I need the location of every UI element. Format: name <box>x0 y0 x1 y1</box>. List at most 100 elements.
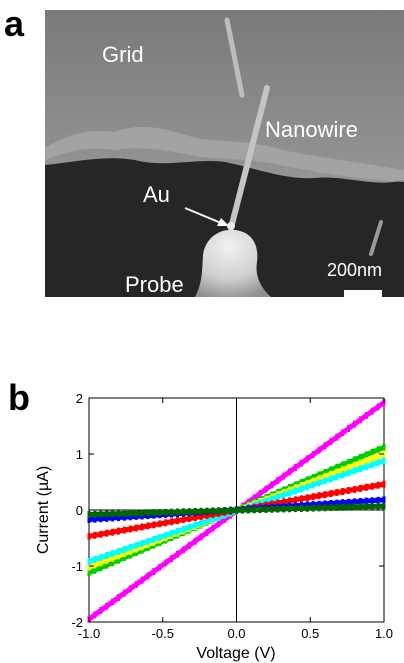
series-3-point <box>323 473 327 481</box>
series-4-point <box>187 523 191 531</box>
series-6-point <box>122 513 126 521</box>
series-5-point <box>341 488 345 496</box>
series-5-point <box>358 484 362 492</box>
series-5-point <box>122 526 126 534</box>
series-2-point <box>111 559 115 567</box>
series-4-point <box>181 525 185 533</box>
series-4-point <box>193 521 197 529</box>
series-4-point <box>99 553 103 561</box>
series-6-point <box>117 514 120 522</box>
label-grid: Grid <box>102 42 144 67</box>
series-5-point <box>93 531 97 539</box>
series-3-point <box>347 464 351 472</box>
series-3-point <box>99 559 103 567</box>
series-6-point <box>376 496 380 504</box>
y-axis-title: Current (µA) <box>35 466 52 554</box>
series-6-point <box>358 497 362 505</box>
series-3-point <box>111 554 115 562</box>
series-4-point <box>264 497 268 505</box>
y-tick-label: -1 <box>71 559 83 574</box>
series-3-point <box>134 545 138 553</box>
series-3-point <box>311 477 315 485</box>
series-5-point <box>294 496 297 504</box>
series-2-point <box>341 461 345 469</box>
series-7-point <box>117 510 120 518</box>
y-tick-label: 0 <box>76 503 83 518</box>
series-4-point <box>205 517 209 525</box>
series-7-point <box>317 504 321 512</box>
series-3-point <box>329 470 333 478</box>
series-7-point <box>93 510 97 518</box>
series-7-point <box>329 504 333 512</box>
series-1-point <box>140 576 144 584</box>
series-7-point <box>341 503 345 511</box>
series-7-point <box>146 509 150 517</box>
series-5-point <box>134 524 138 532</box>
series-3-point <box>87 563 91 571</box>
series-3-point <box>370 455 374 463</box>
series-1-point <box>111 598 115 606</box>
series-1-point <box>152 568 156 576</box>
series-1-point <box>122 589 126 597</box>
series-1-point <box>323 442 327 450</box>
series-2-point <box>370 448 374 456</box>
series-7-point <box>217 507 221 515</box>
scale-bar-label: 200nm <box>327 260 382 280</box>
series-6-point <box>335 499 339 507</box>
series-6-point <box>382 496 386 504</box>
series-1-point <box>93 611 97 619</box>
series-2-point <box>305 476 309 484</box>
series-1-point <box>370 407 374 415</box>
series-1-point <box>146 572 150 580</box>
series-7-point <box>252 506 256 514</box>
series-1-point <box>176 550 179 558</box>
series-4-point <box>170 529 174 537</box>
series-2-point <box>335 463 339 471</box>
series-5-point <box>87 532 91 540</box>
series-4-point <box>158 533 162 541</box>
series-2-point <box>323 468 327 476</box>
series-5-point <box>282 498 286 506</box>
series-7-point <box>128 509 132 517</box>
series-4-point <box>276 493 280 501</box>
series-1-point <box>199 533 203 541</box>
series-2-point <box>382 443 386 451</box>
series-1-point <box>252 494 256 502</box>
series-7-point <box>235 506 238 514</box>
series-4-point <box>305 483 309 491</box>
grid-edge <box>45 126 404 182</box>
series-3-point <box>353 461 356 469</box>
series-5-point <box>193 514 197 522</box>
y-tick-label: 1 <box>76 447 83 462</box>
iv-chart: -1.0 -0.5 0.0 0.5 1.0 -2 -1 0 1 2 Voltage (V) Cur… <box>35 391 393 662</box>
x-tick-label: -1.0 <box>78 626 100 641</box>
series-7-point <box>240 506 244 514</box>
series-7-point <box>111 510 115 518</box>
series-4-point <box>341 471 345 479</box>
series-4-point <box>176 527 179 535</box>
series-3-point <box>364 457 368 465</box>
sem-micrograph: Grid Nanowire Au Probe 200nm <box>45 10 404 297</box>
series-4-point <box>199 519 203 527</box>
series-4-point <box>382 457 386 465</box>
series-2-point <box>134 549 138 557</box>
series-4-point <box>353 467 356 475</box>
series-5-point <box>382 480 386 488</box>
x-tick-label: 0.0 <box>227 626 245 641</box>
series-7-point <box>164 508 168 516</box>
series-7-point <box>264 505 268 513</box>
series-4-point <box>87 558 91 566</box>
series-1-point <box>329 437 333 445</box>
series-7-point <box>140 509 144 517</box>
label-probe: Probe <box>125 272 184 297</box>
series-4-point <box>370 461 374 469</box>
y-tick-label: -2 <box>71 615 83 630</box>
series-7-point <box>211 507 215 515</box>
x-tick-label: -0.5 <box>152 626 174 641</box>
series-5-point <box>199 513 203 521</box>
series-2-point <box>364 451 368 459</box>
series-4-point <box>152 535 156 543</box>
series-4-point <box>299 485 303 493</box>
series-7-point <box>376 502 380 510</box>
series-4-point <box>117 547 120 555</box>
